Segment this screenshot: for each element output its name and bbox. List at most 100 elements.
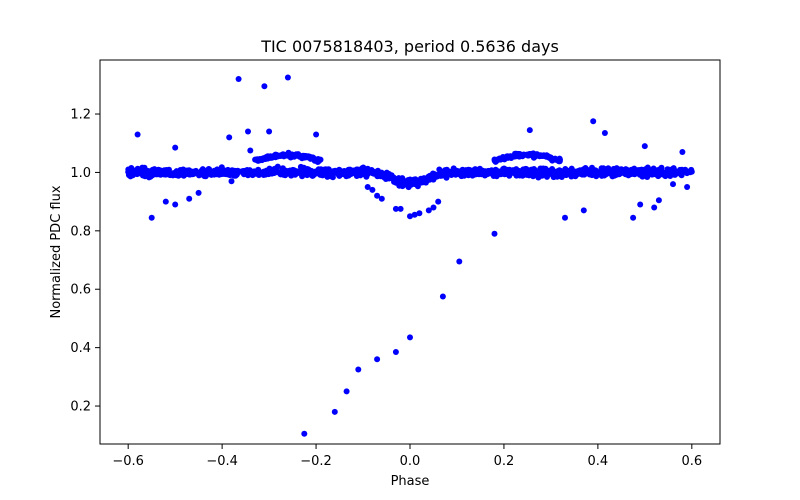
y-tick-label: 0.2 (70, 400, 91, 415)
data-point (284, 74, 291, 81)
x-axis-ticks: −0.6 −0.4 −0.2 0.0 0.2 0.4 0.6 (112, 444, 702, 469)
data-point (580, 207, 587, 214)
data-point (594, 168, 600, 175)
data-point (663, 169, 670, 176)
data-point (374, 356, 381, 363)
data-point (392, 349, 399, 355)
x-tick-label: 0.0 (400, 454, 421, 469)
data-point (134, 165, 141, 172)
y-tick-label: 0.8 (70, 224, 91, 239)
data-point (148, 214, 155, 221)
data-point (190, 168, 197, 175)
data-point (202, 173, 209, 180)
data-point (481, 172, 488, 179)
data-point (315, 170, 322, 177)
data-point (254, 157, 260, 164)
data-point (456, 258, 463, 265)
data-point (507, 153, 514, 160)
data-point (461, 172, 468, 179)
data-point (455, 169, 462, 176)
data-point (172, 201, 179, 208)
data-point (439, 293, 446, 300)
data-point (641, 143, 648, 150)
data-point (407, 334, 413, 341)
x-tick-label: 0.2 (494, 454, 515, 469)
data-point (538, 168, 545, 175)
data-point (574, 169, 581, 176)
data-point (343, 388, 350, 395)
data-point (357, 170, 364, 177)
data-point (325, 168, 332, 175)
data-point (445, 168, 452, 175)
data-point (684, 184, 691, 190)
y-tick-label: 0.6 (70, 283, 91, 298)
data-point (378, 195, 385, 202)
data-point (231, 169, 238, 176)
data-point (679, 149, 686, 155)
data-point (355, 366, 362, 373)
data-point (224, 167, 231, 174)
data-point (162, 198, 169, 205)
data-point (430, 176, 437, 183)
data-point (183, 170, 190, 177)
data-point (618, 166, 625, 173)
y-tick-label: 1.0 (70, 166, 91, 181)
data-point (407, 179, 414, 186)
x-tick-label: −0.6 (112, 454, 144, 469)
data-point (397, 205, 404, 212)
y-tick-label: 1.2 (70, 108, 91, 123)
data-point (552, 168, 559, 175)
data-point (495, 168, 502, 175)
data-point (553, 157, 560, 163)
data-point (438, 171, 444, 178)
data-point (272, 154, 279, 161)
data-point (261, 83, 268, 90)
data-point (407, 213, 413, 220)
data-point (258, 155, 265, 162)
data-point (391, 178, 397, 185)
data-point (253, 168, 260, 175)
data-point (228, 178, 235, 185)
data-point (422, 176, 429, 183)
data-point (611, 167, 618, 174)
data-point (468, 170, 475, 177)
data-point (513, 169, 520, 176)
data-point (398, 178, 405, 185)
data-point (226, 172, 233, 179)
data-point (500, 169, 507, 176)
data-point (270, 167, 277, 173)
x-tick-label: 0.4 (588, 454, 609, 469)
data-point (601, 130, 608, 136)
data-point (195, 189, 202, 196)
data-point (134, 131, 141, 138)
data-point (526, 127, 533, 134)
data-point (247, 147, 254, 154)
data-point (500, 154, 506, 160)
data-point (300, 169, 307, 176)
data-point (651, 204, 658, 211)
data-point (295, 151, 302, 158)
data-point (245, 128, 251, 135)
x-axis-label: Phase (391, 474, 430, 489)
data-point (352, 167, 358, 174)
data-point (412, 176, 419, 183)
data-point (277, 169, 284, 176)
data-point (297, 163, 304, 170)
data-point (519, 171, 526, 177)
data-point (143, 172, 150, 179)
data-point (487, 169, 494, 175)
data-point (155, 166, 162, 173)
data-point (175, 172, 181, 179)
data-point (331, 408, 338, 415)
x-tick-label: 0.6 (681, 454, 702, 469)
data-point (630, 214, 637, 221)
data-point (430, 204, 437, 211)
data-point (411, 211, 418, 218)
data-point (536, 152, 543, 159)
data-point (264, 155, 271, 162)
data-point (671, 170, 678, 177)
data-point (530, 154, 537, 161)
data-point (416, 210, 423, 217)
data-point (650, 169, 657, 175)
